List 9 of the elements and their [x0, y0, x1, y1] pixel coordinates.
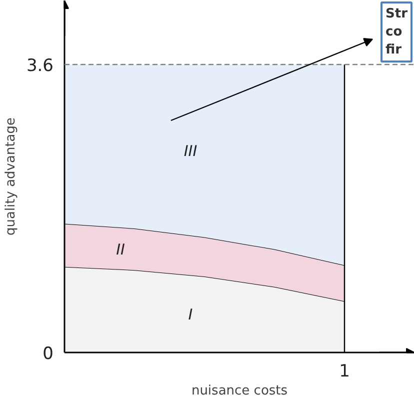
text: Str co fir [386, 6, 408, 58]
series-label: II [116, 240, 126, 258]
y-axis-title: quality advantage [3, 117, 18, 236]
series-label: III [184, 142, 198, 160]
y-tick-label: 0 [42, 344, 54, 364]
y-tick-label: 3.6 [26, 56, 54, 76]
x-axis-title: nuisance costs [191, 384, 288, 398]
x-tick-label: 1 [339, 362, 350, 382]
series-label: I [188, 306, 194, 324]
